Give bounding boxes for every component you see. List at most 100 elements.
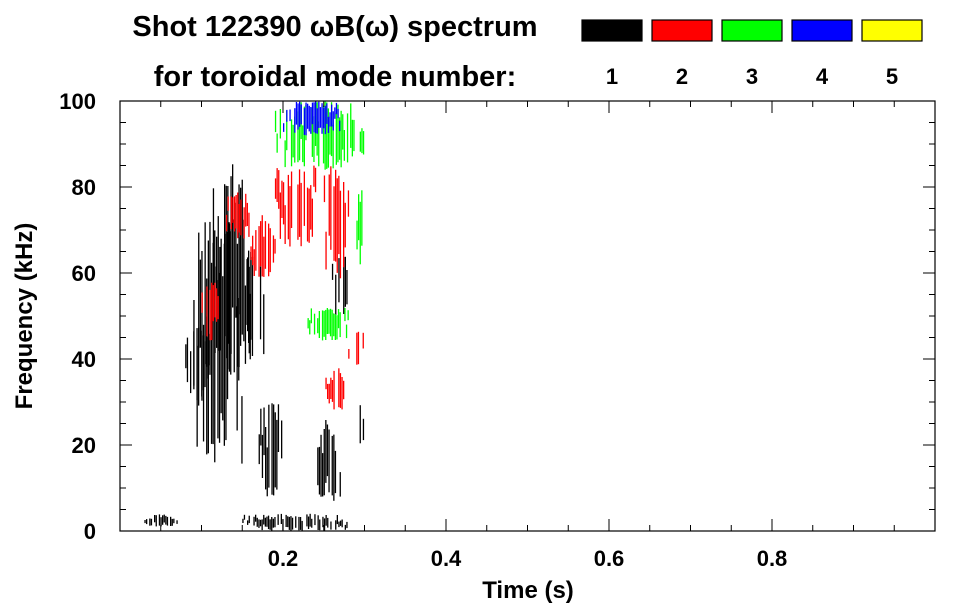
spectrum-streak xyxy=(362,332,364,349)
spectrum-streak xyxy=(247,257,249,332)
spectrum-streak xyxy=(336,315,338,340)
spectrum-streak xyxy=(212,285,214,322)
spectrum-streak xyxy=(250,252,252,340)
spectrum-streak xyxy=(253,249,255,276)
spectrum-streak xyxy=(344,308,346,322)
spectrum-streak xyxy=(283,123,285,132)
spectrum-streak xyxy=(196,345,198,447)
spectrum-streak xyxy=(333,186,335,261)
spectrum-streak xyxy=(297,103,299,130)
spectrum-streak xyxy=(269,228,271,273)
spectrum-streak xyxy=(300,104,302,125)
spectrum-streak xyxy=(310,185,312,230)
spectrum-streak xyxy=(292,124,294,158)
spectrum-streak xyxy=(278,170,280,209)
spectrum-streak xyxy=(346,113,349,163)
spectrum-streak xyxy=(240,199,242,236)
spectrum-streak xyxy=(362,418,365,441)
spectrum-streak xyxy=(290,119,293,167)
spectrum-streak xyxy=(243,514,246,520)
mode-1-region xyxy=(317,420,341,501)
spectrum-streak xyxy=(338,368,340,408)
spectrum-streak xyxy=(303,171,305,226)
spectrum-streak xyxy=(284,205,286,244)
spectrum-streak xyxy=(258,226,260,277)
spectrum-streak xyxy=(315,101,317,134)
spectrum-streak xyxy=(232,197,234,223)
spectrum-streak xyxy=(359,405,361,444)
spectrum-streak xyxy=(207,240,209,454)
spectrum-streak xyxy=(308,105,310,132)
spectrum-streak xyxy=(241,396,243,464)
spectrum-streak xyxy=(211,282,213,341)
spectrum-streak xyxy=(343,182,345,268)
spectrum-streak xyxy=(286,110,288,151)
spectrum-streak xyxy=(330,377,332,399)
spectrum-streak xyxy=(311,107,313,157)
spectrum-streak xyxy=(245,193,247,227)
spectrum-streak xyxy=(274,110,277,133)
spectrum-streak xyxy=(337,309,340,329)
spectrum-streak xyxy=(310,308,312,324)
spectrum-streak xyxy=(362,131,365,155)
spectrum-streak xyxy=(206,278,208,455)
spectrum-streak xyxy=(330,521,332,530)
spectrum-streak xyxy=(322,105,325,164)
spectrum-streak xyxy=(261,215,263,277)
spectrum-streak xyxy=(204,222,206,365)
spectrum-streak xyxy=(321,310,324,341)
chart-subtitle: for toroidal mode number: xyxy=(154,61,517,93)
spectrum-streak xyxy=(268,223,270,277)
spectrum-streak xyxy=(295,516,297,528)
spectrum-streak xyxy=(324,105,326,135)
spectrum-streak xyxy=(225,214,228,232)
spectrum-streak xyxy=(299,517,302,530)
spectrum-streak xyxy=(325,231,327,270)
spectrum-streak xyxy=(264,221,267,269)
spectrum-streak xyxy=(144,520,146,524)
spectrum-streak xyxy=(347,310,349,321)
spectrum-streak xyxy=(317,447,319,486)
spectrum-streak xyxy=(348,349,350,359)
spectrum-streak xyxy=(331,435,333,496)
spectrum-streak xyxy=(277,514,279,525)
spectrum-streak xyxy=(331,104,333,127)
spectrum-streak xyxy=(343,257,345,314)
spectrum-streak xyxy=(263,236,265,277)
spectrum-streak xyxy=(243,219,245,342)
y-tick-label: 40 xyxy=(72,347,96,372)
chart-title: Shot 122390 ωB(ω) spectrum xyxy=(132,11,537,43)
spectrum-streak xyxy=(165,515,167,525)
spectrum-streak xyxy=(185,344,187,369)
spectrum-streak xyxy=(311,198,313,237)
spectrum-streak xyxy=(329,112,331,127)
spectrum-streak xyxy=(328,174,330,236)
spectrum-streak xyxy=(274,412,276,488)
spectrum-streak xyxy=(291,517,294,530)
spectrum-streak xyxy=(335,520,337,530)
spectrum-streak xyxy=(266,447,268,497)
spectrum-streak xyxy=(285,514,287,527)
spectrum-streak xyxy=(313,102,315,133)
spectrum-streak xyxy=(306,514,308,527)
spectrum-streak xyxy=(339,120,341,132)
spectrum-streak xyxy=(325,377,327,390)
spectrum-streak xyxy=(290,171,293,228)
legend-swatch xyxy=(651,19,713,42)
spectrum-streak xyxy=(210,262,213,444)
spectrum-streak xyxy=(246,202,248,226)
mode-3-region xyxy=(274,101,365,170)
spectrum-streak xyxy=(276,168,278,202)
spectrum-streak xyxy=(282,182,285,225)
spectrum-streak xyxy=(193,300,195,386)
spectrum-streak xyxy=(331,309,333,340)
spectrum-streak xyxy=(237,192,239,239)
spectrum-streak xyxy=(339,190,342,279)
spectrum-streak xyxy=(190,351,192,394)
legend-swatch xyxy=(581,19,643,42)
spectrum-streak xyxy=(274,517,276,528)
spectrum-streak xyxy=(336,515,338,525)
spectrum-streak xyxy=(244,285,247,364)
legend-swatch xyxy=(791,19,853,42)
